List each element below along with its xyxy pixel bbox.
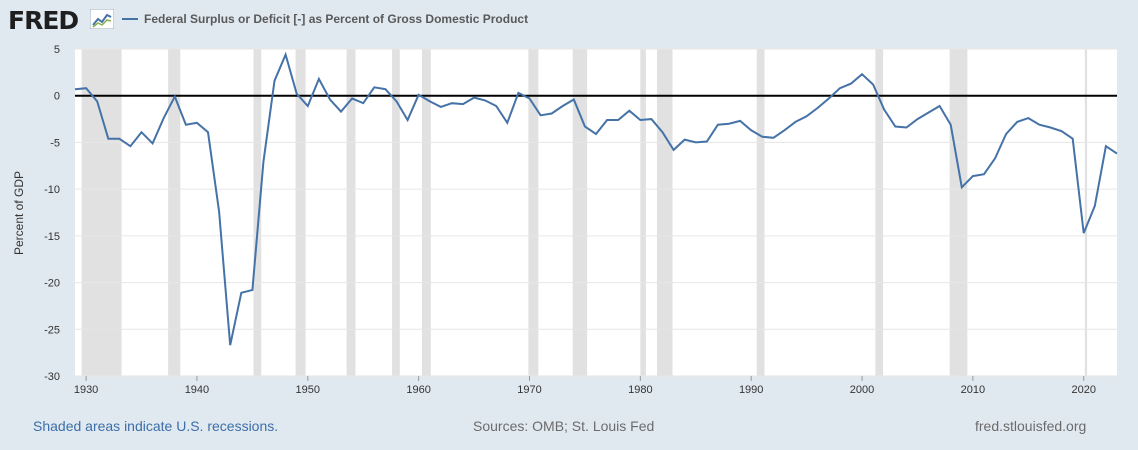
- recession-band: [295, 49, 306, 376]
- x-tick-label: 1980: [628, 384, 652, 396]
- line-chart: 5 0 -5 -10 -15 -20 -25 -30 1930 1940 1950 1960 1970…: [12, 44, 1118, 396]
- x-tick-label: 2000: [850, 384, 874, 396]
- x-tick-label: 1930: [74, 384, 98, 396]
- y-tick-label: -5: [50, 137, 60, 149]
- fred-logo[interactable]: FRED: [8, 6, 79, 35]
- recession-band: [168, 49, 181, 376]
- x-tick-label: 1970: [517, 384, 541, 396]
- series-title: Federal Surplus or Deficit [-] as Percen…: [144, 12, 529, 26]
- x-tick-label: 2020: [1072, 384, 1096, 396]
- y-axis-label: Percent of GDP: [12, 171, 26, 255]
- recession-note-link[interactable]: Shaded areas indicate U.S. recessions.: [33, 418, 279, 434]
- recession-band: [346, 49, 356, 376]
- recession-band: [81, 49, 122, 376]
- recession-band: [392, 49, 400, 376]
- x-tick-label: 2010: [961, 384, 985, 396]
- y-tick-label: -15: [44, 231, 60, 243]
- recession-bands: [81, 49, 1088, 376]
- y-tick-label: -10: [44, 184, 60, 196]
- legend-swatch: [122, 18, 138, 20]
- x-tick-label: 1950: [296, 384, 320, 396]
- series-line: [74, 51, 1118, 346]
- recession-band: [421, 49, 431, 376]
- recession-band: [253, 49, 262, 376]
- x-axis-ticks: 1930 1940 1950 1960 1970 1980 1990 2000 2010 2020: [74, 376, 1096, 396]
- y-tick-label: -25: [44, 324, 60, 336]
- y-axis-ticks: 5 0 -5 -10 -15 -20 -25 -30: [44, 44, 60, 383]
- recession-band: [875, 49, 884, 376]
- site-link[interactable]: fred.stlouisfed.org: [975, 418, 1087, 434]
- recession-band: [1084, 49, 1088, 376]
- recession-band: [640, 49, 646, 376]
- sources-text: Sources: OMB; St. Louis Fed: [473, 418, 655, 434]
- x-tick-label: 1960: [406, 384, 430, 396]
- y-tick-label: -30: [44, 371, 60, 383]
- y-tick-label: 0: [54, 91, 60, 103]
- plot-area: [75, 49, 1117, 376]
- recession-band: [528, 49, 539, 376]
- recession-band: [756, 49, 765, 376]
- recession-band: [572, 49, 588, 376]
- y-tick-label: -20: [44, 278, 60, 290]
- x-tick-label: 1940: [185, 384, 209, 396]
- y-tick-label: 5: [54, 44, 60, 56]
- recession-band: [949, 49, 968, 376]
- recession-band: [656, 49, 673, 376]
- chart-legend[interactable]: Federal Surplus or Deficit [-] as Percen…: [122, 12, 528, 26]
- x-tick-label: 1990: [739, 384, 763, 396]
- fred-chart-icon: [90, 9, 114, 29]
